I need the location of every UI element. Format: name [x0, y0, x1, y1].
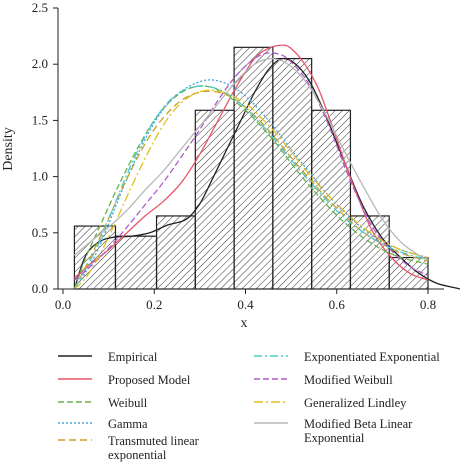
- legend-item-modified-beta-linear-exponential: Modified Beta Linear Exponential: [254, 417, 468, 446]
- legend-label: Exponentiated Exponential: [304, 350, 440, 364]
- legend-swatch-empirical: [58, 350, 92, 362]
- legend-label: Gamma: [108, 417, 148, 431]
- x-tick-label: 0.8: [420, 297, 436, 312]
- legend: Empirical Proposed Model Weibull Gamma T…: [58, 348, 468, 464]
- legend-swatch-transmuted-linear-exponential: [58, 434, 92, 446]
- legend-swatch-modified-beta-linear-exponential: [254, 417, 288, 429]
- legend-label: Modified Weibull: [304, 373, 393, 387]
- legend-label: Transmuted linear exponential: [108, 434, 199, 463]
- legend-label: Empirical: [108, 350, 158, 364]
- density-curve-transmuted-linear-exponential: [73, 90, 429, 290]
- legend-item-empirical: Empirical: [58, 350, 248, 364]
- histogram-bar: [155, 215, 196, 290]
- legend-item-generalized-lindley: Generalized Lindley: [254, 396, 468, 410]
- x-tick-label: 0.4: [237, 297, 254, 312]
- y-tick-label: 2.5: [32, 0, 48, 15]
- density-curve-modified-weibull: [73, 52, 429, 281]
- x-tick-label: 0.2: [146, 297, 162, 312]
- histogram-bar: [311, 109, 352, 290]
- legend-swatch-proposed-model: [58, 373, 92, 385]
- legend-label: Weibull: [108, 396, 148, 410]
- y-axis-title: Density: [1, 127, 16, 171]
- histogram-chart: 0.0 0.2 0.4 0.6 0.8 0.0 0.5 1.0 1.5 2.0 2.5 x Dens…: [1, 0, 461, 330]
- density-curve-empirical: [73, 57, 461, 290]
- legend-label: Generalized Lindley: [304, 396, 407, 410]
- bars-layer: [73, 46, 429, 290]
- histogram-bar: [233, 46, 274, 290]
- x-axis-title: x: [241, 316, 248, 330]
- y-tick-label: 1.5: [32, 112, 48, 127]
- histogram-bar: [349, 215, 390, 290]
- legend-item-exponentiated-exponential: Exponentiated Exponential: [254, 350, 468, 364]
- histogram-bar: [114, 235, 158, 290]
- density-curves-layer: [73, 44, 461, 290]
- x-tick-label: 0.0: [55, 297, 71, 312]
- x-tick-label: 0.6: [329, 297, 346, 312]
- legend-item-transmuted-linear-exponential: Transmuted linear exponential: [58, 434, 233, 463]
- legend-swatch-generalized-lindley: [254, 396, 288, 408]
- legend-item-proposed-model: Proposed Model: [58, 373, 248, 387]
- legend-swatch-exponentiated-exponential: [254, 350, 288, 362]
- legend-label: Proposed Model: [108, 373, 191, 387]
- density-curve-exponentiated-exponential: [73, 85, 429, 290]
- y-tick-label: 0.5: [32, 225, 48, 240]
- density-curve-gamma: [73, 79, 429, 290]
- density-curve-proposed-model: [73, 44, 429, 281]
- y-tick-label: 1.0: [32, 169, 48, 184]
- y-tick-label: 0.0: [32, 281, 48, 296]
- histogram-bar: [194, 109, 235, 290]
- legend-item-gamma: Gamma: [58, 417, 248, 431]
- legend-swatch-gamma: [58, 417, 92, 429]
- axes-layer: [57, 8, 444, 290]
- density-curve-weibull: [73, 85, 429, 290]
- density-curve-generalized-lindley: [73, 89, 429, 290]
- legend-swatch-modified-weibull: [254, 373, 288, 385]
- legend-item-weibull: Weibull: [58, 396, 248, 410]
- legend-swatch-weibull: [58, 396, 92, 408]
- legend-item-modified-weibull: Modified Weibull: [254, 373, 468, 387]
- y-tick-label: 2.0: [32, 56, 48, 71]
- legend-label: Modified Beta Linear Exponential: [304, 417, 413, 446]
- ticks-layer: 0.0 0.2 0.4 0.6 0.8 0.0 0.5 1.0 1.5 2.0 2.5: [32, 0, 436, 312]
- density-curve-modified-beta-linear-exponential: [73, 57, 429, 261]
